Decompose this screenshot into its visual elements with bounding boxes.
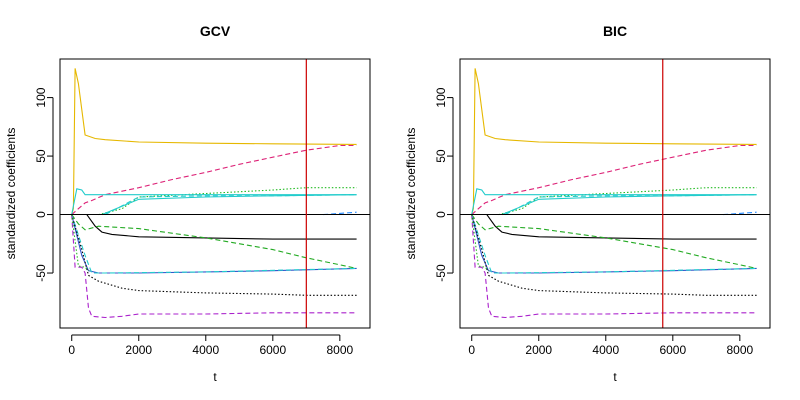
series-line (101, 194, 357, 216)
y-tick-label: -50 (34, 264, 48, 282)
series-line (71, 188, 357, 215)
x-tick-label: 8000 (326, 343, 353, 357)
series-line (498, 187, 757, 216)
series-line (471, 214, 757, 319)
y-tick-label: 100 (34, 87, 48, 107)
series-line (471, 214, 489, 272)
series-line (471, 214, 757, 296)
y-tick-label: 0 (434, 211, 448, 218)
x-tick-label: 6000 (659, 343, 686, 357)
series-line (471, 214, 757, 274)
series-line (471, 214, 757, 269)
x-tick-label: 2000 (525, 343, 552, 357)
series-line (471, 144, 757, 216)
series-line (323, 211, 357, 216)
x-tick-label: 2000 (125, 343, 152, 357)
chart-title: BIC (603, 23, 627, 39)
x-axis-label: t (613, 370, 617, 384)
plot-frame (59, 58, 371, 329)
x-tick-label: 0 (68, 343, 75, 357)
series-line (723, 211, 757, 216)
series-line (71, 144, 357, 216)
series-line (486, 214, 757, 240)
y-tick-label: -50 (434, 264, 448, 282)
x-tick-label: 0 (468, 343, 475, 357)
series-line (98, 187, 357, 216)
y-axis-label: standardized coefficients (404, 128, 418, 260)
series-line (471, 214, 757, 274)
series-line (71, 214, 357, 274)
series-line (71, 68, 357, 215)
series-line (501, 194, 757, 216)
series-line (71, 214, 357, 296)
y-tick-label: 100 (434, 87, 448, 107)
x-tick-label: 8000 (726, 343, 753, 357)
y-tick-label: 50 (434, 149, 448, 163)
y-axis-label: standardized coefficients (4, 128, 18, 260)
series-line (71, 214, 89, 272)
chart-panel-1: BIC 0 2000 4000 6000 8000 -50 0 50 100 t standardiz… (404, 23, 771, 384)
series-line (471, 68, 757, 215)
plot-frame (459, 58, 771, 329)
x-tick-label: 4000 (192, 343, 219, 357)
series-line (104, 194, 357, 216)
y-tick-label: 0 (34, 211, 48, 218)
series-line (71, 214, 357, 319)
series-line (71, 214, 357, 274)
x-tick-label: 6000 (259, 343, 286, 357)
series-line (504, 194, 757, 216)
x-axis-label: t (213, 370, 217, 384)
series-line (71, 214, 357, 269)
chart-title: GCV (200, 23, 231, 39)
y-tick-label: 50 (34, 149, 48, 163)
x-tick-label: 4000 (592, 343, 619, 357)
series-line (86, 214, 357, 240)
series-line (471, 188, 757, 215)
chart-panel-0: GCV 0 2000 4000 6000 8000 -50 0 50 100 t standardiz… (4, 23, 371, 384)
